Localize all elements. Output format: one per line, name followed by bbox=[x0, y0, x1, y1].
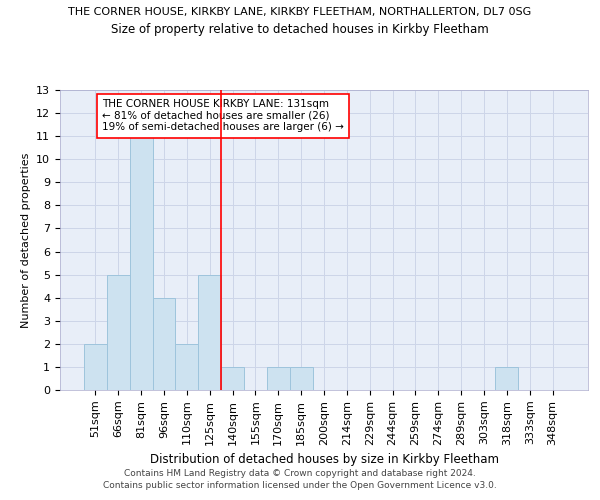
Bar bbox=[152, 298, 175, 390]
Text: THE CORNER HOUSE KIRKBY LANE: 131sqm
← 81% of detached houses are smaller (26)
1: THE CORNER HOUSE KIRKBY LANE: 131sqm ← 8… bbox=[102, 99, 344, 132]
Bar bbox=[175, 344, 198, 390]
Bar bbox=[221, 367, 244, 390]
Bar bbox=[130, 136, 152, 390]
X-axis label: Distribution of detached houses by size in Kirkby Fleetham: Distribution of detached houses by size … bbox=[149, 453, 499, 466]
Bar bbox=[290, 367, 313, 390]
Bar bbox=[267, 367, 290, 390]
Bar bbox=[84, 344, 107, 390]
Bar bbox=[107, 274, 130, 390]
Text: THE CORNER HOUSE, KIRKBY LANE, KIRKBY FLEETHAM, NORTHALLERTON, DL7 0SG: THE CORNER HOUSE, KIRKBY LANE, KIRKBY FL… bbox=[68, 8, 532, 18]
Text: Size of property relative to detached houses in Kirkby Fleetham: Size of property relative to detached ho… bbox=[111, 22, 489, 36]
Bar bbox=[198, 274, 221, 390]
Bar bbox=[496, 367, 518, 390]
Text: Contains HM Land Registry data © Crown copyright and database right 2024.: Contains HM Land Registry data © Crown c… bbox=[124, 468, 476, 477]
Y-axis label: Number of detached properties: Number of detached properties bbox=[20, 152, 31, 328]
Text: Contains public sector information licensed under the Open Government Licence v3: Contains public sector information licen… bbox=[103, 481, 497, 490]
